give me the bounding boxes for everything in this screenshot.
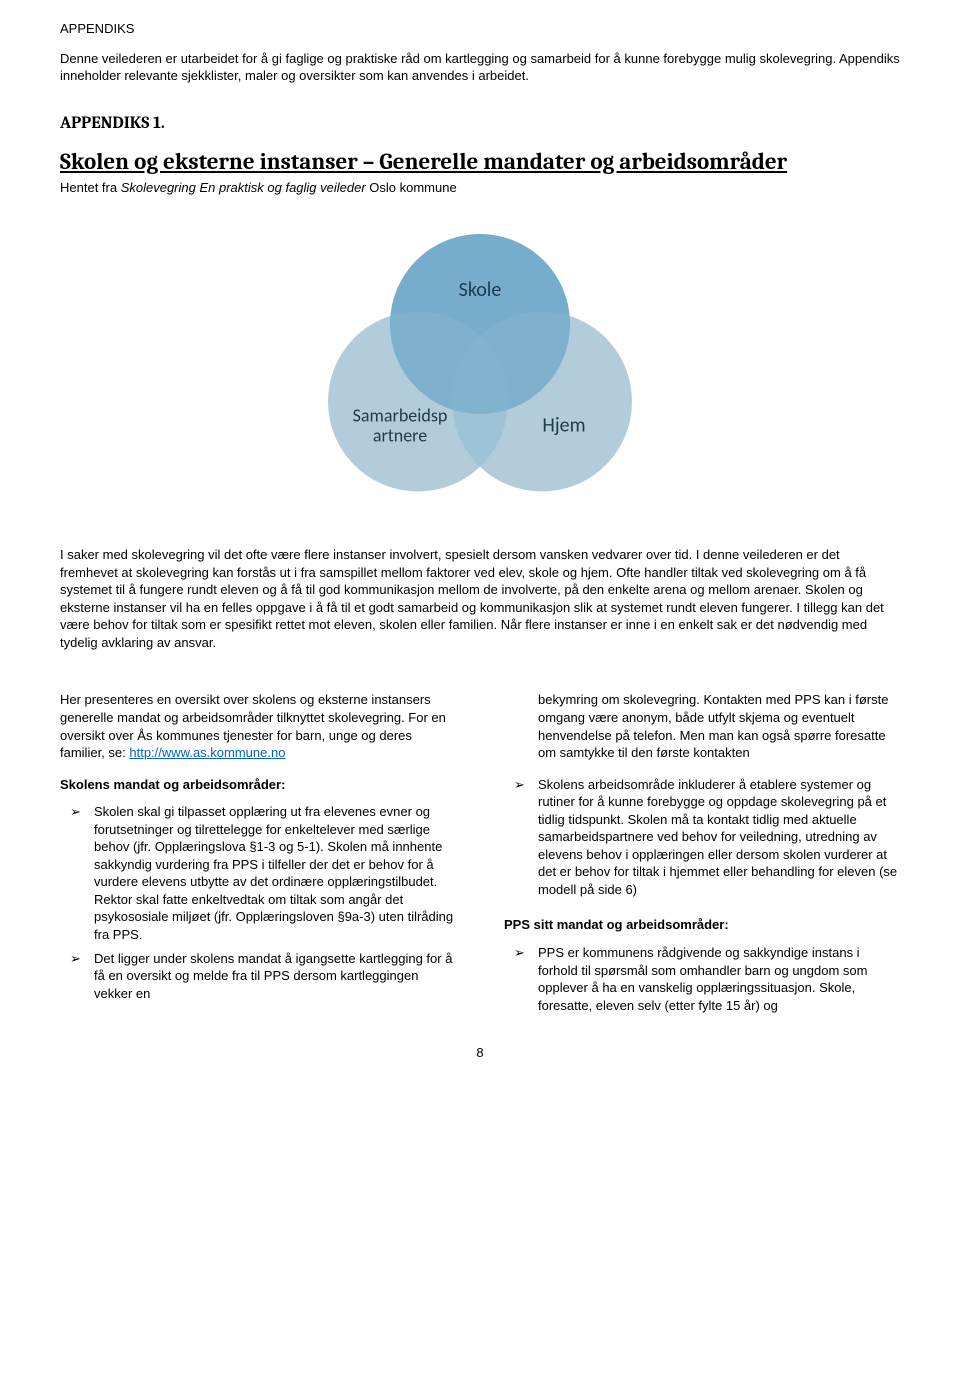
appendix-heading: APPENDIKS 1. [60, 113, 900, 136]
skolens-heading: Skolens mandat og arbeidsområder: [60, 776, 456, 794]
appendix-label: APPENDIKS [60, 20, 900, 38]
list-item: Skolen skal gi tilpasset opplæring ut fr… [94, 803, 456, 943]
right-continued: bekymring om skolevegring. Kontakten med… [504, 691, 900, 761]
intro-paragraph: Denne veilederen er utarbeidet for å gi … [60, 50, 900, 85]
pps-heading: PPS sitt mandat og arbeidsområder: [504, 916, 900, 934]
kommune-link[interactable]: http://www.as.kommune.no [129, 745, 285, 760]
svg-text:artnere: artnere [373, 425, 427, 447]
subtitle-suffix: Oslo kommune [366, 180, 457, 195]
list-item: PPS er kommunens rådgivende og sakkyndig… [538, 944, 900, 1014]
page-number: 8 [60, 1044, 900, 1062]
subtitle-prefix: Hentet fra [60, 180, 121, 195]
main-heading: Skolen og eksterne instanser – Generelle… [60, 146, 900, 177]
svg-text:Hjem: Hjem [542, 414, 585, 438]
right-column: bekymring om skolevegring. Kontakten med… [504, 691, 900, 1020]
list-item: Skolens arbeidsområde inkluderer å etabl… [538, 776, 900, 899]
subtitle-italic: Skolevegring En praktisk og faglig veile… [121, 180, 366, 195]
svg-text:Samarbeidsp: Samarbeidsp [353, 405, 448, 427]
left-intro: Her presenteres en oversikt over skolens… [60, 691, 456, 761]
svg-text:Skole: Skole [459, 278, 502, 302]
right-list-1: Skolens arbeidsområde inkluderer å etabl… [504, 776, 900, 899]
left-column: Her presenteres en oversikt over skolens… [60, 691, 456, 1020]
body-paragraph: I saker med skolevegring vil det ofte væ… [60, 546, 900, 651]
subtitle: Hentet fra Skolevegring En praktisk og f… [60, 179, 900, 197]
venn-diagram: Skole Samarbeidspartnere Hjem [60, 216, 900, 516]
pps-list: PPS er kommunens rådgivende og sakkyndig… [504, 944, 900, 1014]
two-column-layout: Her presenteres en oversikt over skolens… [60, 691, 900, 1020]
venn-svg: Skole Samarbeidspartnere Hjem [310, 216, 650, 516]
skolens-list: Skolen skal gi tilpasset opplæring ut fr… [60, 803, 456, 1002]
list-item: Det ligger under skolens mandat å igangs… [94, 950, 456, 1003]
